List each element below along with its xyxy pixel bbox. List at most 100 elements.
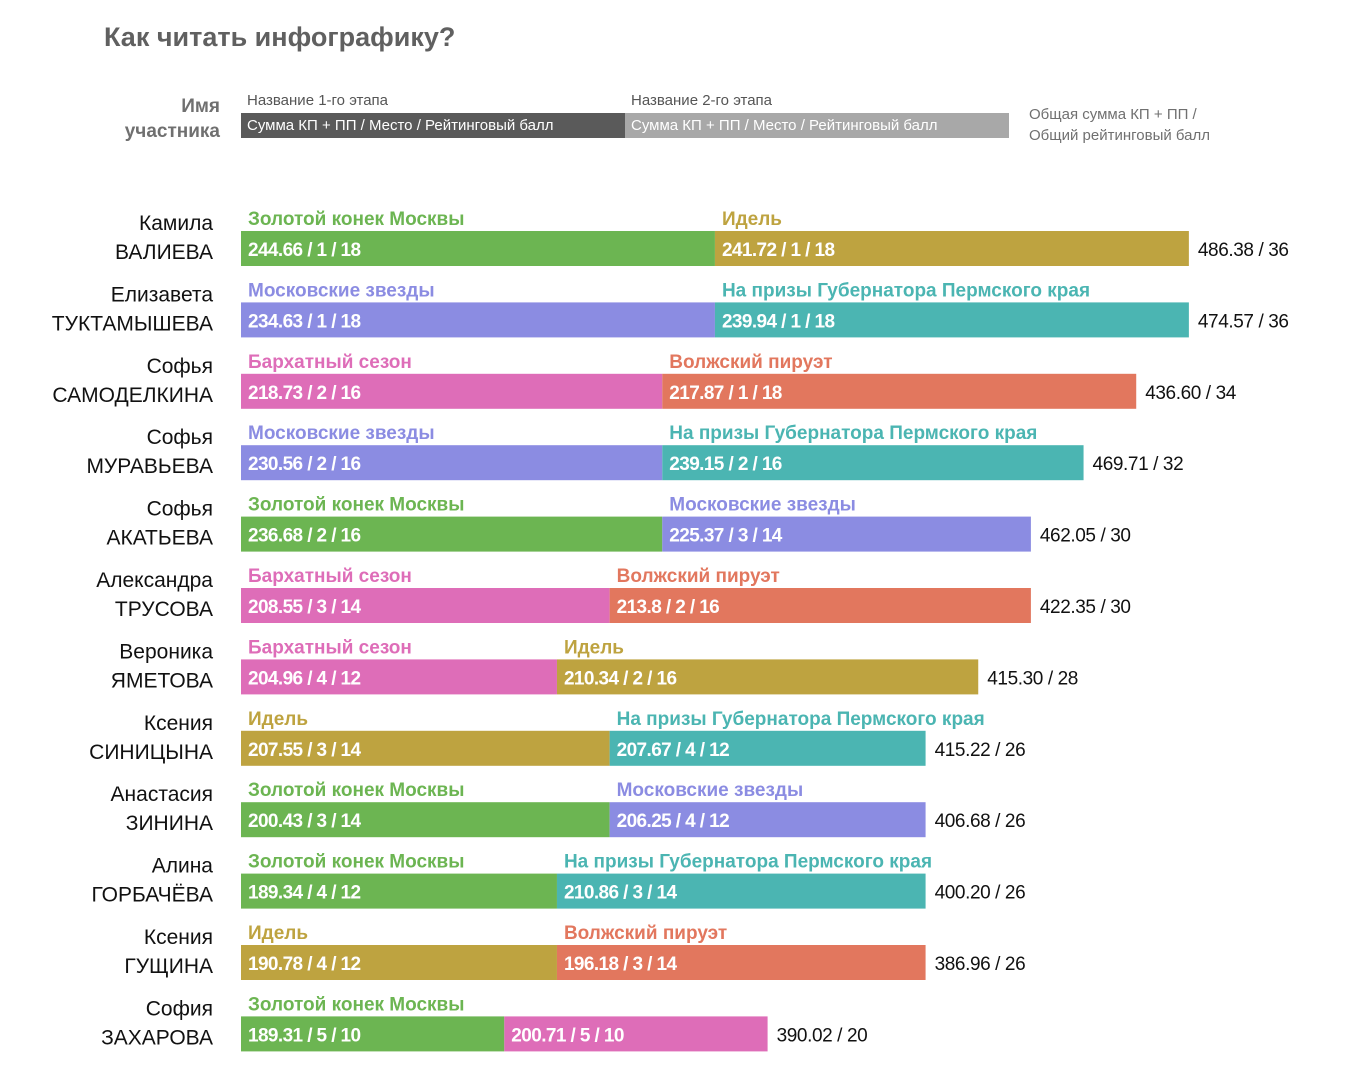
participant-first-name: Ксения: [144, 926, 213, 949]
bar-value-label: 218.73 / 2 / 16: [248, 383, 361, 404]
participant-last-name: ЗИНИНА: [126, 812, 213, 835]
row-total-label: 486.38 / 36: [1198, 240, 1289, 261]
legend-stage1-box: Сумма КП + ПП / Место / Рейтинговый балл: [241, 113, 625, 138]
row-total-label: 406.68 / 26: [935, 811, 1026, 832]
participant-first-name: Анастасия: [111, 783, 213, 806]
stage-name-label: Золотой конек Москвы: [248, 852, 464, 873]
bar-segment: [241, 516, 663, 552]
bar-segment: [609, 730, 926, 766]
bar-segment: [662, 516, 1031, 552]
bar-segment: [241, 588, 610, 623]
bar-value-label: 200.43 / 3 / 14: [248, 811, 362, 832]
bar-segment: [504, 1016, 768, 1052]
bar-segment: [609, 802, 926, 838]
legend-total-line1: Общая сумма КП + ПП /: [1029, 106, 1197, 123]
bar-value-label: 213.8 / 2 / 16: [617, 597, 720, 618]
bar-value-label: 208.55 / 3 / 14: [248, 597, 362, 618]
bar-segment: [714, 302, 1189, 338]
row-total-label: 400.20 / 26: [935, 883, 1026, 904]
bar-value-label: 239.94 / 1 / 18: [722, 311, 835, 332]
stage-name-label: Московские звезды: [248, 280, 435, 301]
participant-last-name: ГОРБАЧЁВА: [91, 884, 213, 907]
bar-value-label: 225.37 / 3 / 14: [669, 526, 783, 547]
participant-first-name: Софья: [147, 355, 213, 378]
bar-segment: [662, 373, 1137, 409]
bar-value-label: 207.55 / 3 / 14: [248, 740, 362, 761]
stage-name-label: Московские звезды: [617, 780, 804, 801]
legend-total-line2: Общий рейтинговый балл: [1029, 127, 1210, 144]
bar-segment: [241, 1016, 505, 1052]
legend-name-label: Имя участника: [90, 94, 220, 144]
bar-segment: [241, 945, 557, 980]
stage-name-label: На призы Губернатора Пермского края: [669, 423, 1037, 444]
participant-first-name: Елизавета: [111, 283, 214, 306]
bar-segment: [556, 945, 926, 980]
bar-value-label: 190.78 / 4 / 12: [248, 954, 361, 975]
stage-name-label: Бархатный сезон: [248, 637, 412, 658]
bar-segment: [241, 231, 715, 266]
participant-last-name: ВАЛИЕВА: [115, 241, 213, 264]
bar-value-label: 236.68 / 2 / 16: [248, 526, 361, 547]
stage-name-label: На призы Губернатора Пермского края: [722, 280, 1090, 301]
stage-name-label: Бархатный сезон: [248, 352, 412, 373]
bar-value-label: 234.63 / 1 / 18: [248, 311, 361, 332]
participant-first-name: Ксения: [144, 712, 213, 735]
legend-stage2-box: Сумма КП + ПП / Место / Рейтинговый балл: [625, 113, 1009, 138]
row-total-label: 415.22 / 26: [935, 740, 1026, 761]
bar-segment: [241, 659, 557, 695]
stage-name-label: Идель: [248, 709, 308, 730]
legend-stage2-label: Название 2-го этапа: [631, 92, 773, 109]
bar-value-label: 217.87 / 1 / 18: [669, 383, 782, 404]
participant-last-name: ТУКТАМЫШЕВА: [52, 312, 213, 335]
bar-segment: [556, 659, 979, 695]
row-total-label: 390.02 / 20: [777, 1025, 868, 1046]
stage-name-label: Бархатный сезон: [248, 566, 412, 587]
participant-last-name: ЯМЕТОВА: [111, 669, 213, 692]
row-total-label: 436.60 / 34: [1145, 383, 1237, 404]
row-total-label: 474.57 / 36: [1198, 311, 1289, 332]
participant-last-name: МУРАВЬЕВА: [86, 455, 213, 478]
row-total-label: 422.35 / 30: [1040, 597, 1131, 618]
bar-value-label: 204.96 / 4 / 12: [248, 668, 361, 689]
bar-segment: [241, 445, 663, 481]
bar-value-label: 210.86 / 3 / 14: [564, 883, 678, 904]
legend-total-label: Общая сумма КП + ПП / Общий рейтинговый …: [1029, 104, 1210, 146]
participant-last-name: СИНИЦЫНА: [89, 741, 213, 764]
stage-name-label: Московские звезды: [248, 423, 435, 444]
bar-segment: [241, 302, 715, 338]
participant-last-name: ГУЩИНА: [124, 955, 213, 978]
participant-first-name: София: [146, 997, 213, 1020]
legend-name-line2: участника: [124, 121, 220, 142]
bar-value-label: 189.34 / 4 / 12: [248, 883, 361, 904]
row-total-label: 469.71 / 32: [1093, 454, 1184, 475]
bar-value-label: 207.67 / 4 / 12: [617, 740, 730, 761]
participant-first-name: Софья: [147, 498, 213, 521]
row-total-label: 462.05 / 30: [1040, 526, 1131, 547]
stage-name-label: Золотой конек Москвы: [248, 780, 464, 801]
stage-name-label: На призы Губернатора Пермского края: [564, 852, 932, 873]
bar-value-label: 200.71 / 5 / 10: [511, 1025, 624, 1046]
stage-name-label: Золотой конек Москвы: [248, 495, 464, 516]
participant-last-name: ТРУСОВА: [115, 598, 213, 621]
bar-segment: [241, 730, 610, 766]
stage-name-label: Золотой конек Москвы: [248, 994, 464, 1015]
bar-value-label: 239.15 / 2 / 16: [669, 454, 782, 475]
participant-first-name: Софья: [147, 426, 213, 449]
stage-name-label: Московские звезды: [669, 495, 856, 516]
stage-name-label: Золотой конек Москвы: [248, 209, 464, 230]
stage-name-label: Идель: [564, 637, 624, 658]
bar-segment: [714, 231, 1189, 266]
page-title: Как читать инфографику?: [104, 22, 456, 52]
participant-last-name: САМОДЕЛКИНА: [52, 384, 213, 407]
stage-name-label: Волжский пируэт: [617, 566, 780, 587]
bar-segment: [241, 373, 663, 409]
stage-name-label: Волжский пируэт: [669, 352, 832, 373]
bar-value-label: 230.56 / 2 / 16: [248, 454, 361, 475]
bar-segment: [241, 802, 610, 838]
bar-value-label: 210.34 / 2 / 16: [564, 668, 677, 689]
bar-segment: [609, 588, 1031, 623]
bar-value-label: 206.25 / 4 / 12: [617, 811, 730, 832]
stage-name-label: Идель: [722, 209, 782, 230]
stage-name-label: Идель: [248, 923, 308, 944]
